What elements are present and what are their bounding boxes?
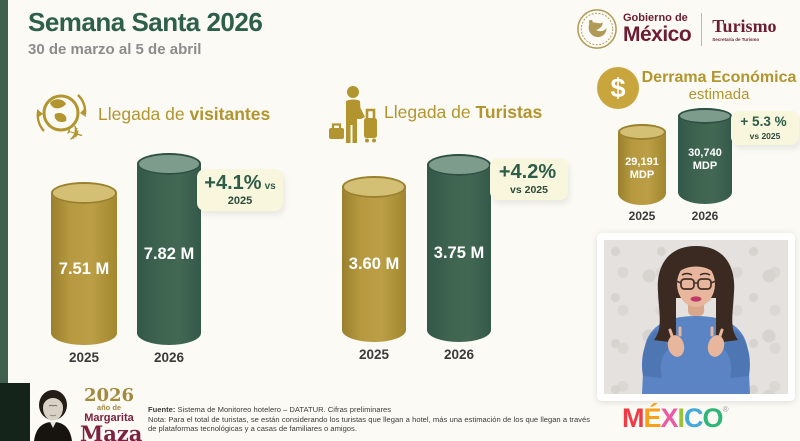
gobierno-line2: México bbox=[623, 23, 692, 46]
bar-value-label: 30,740 bbox=[688, 147, 722, 159]
change-percent: +4.1% bbox=[204, 172, 262, 194]
change-badge-turistas: +4.2% vs 2025 bbox=[490, 158, 568, 200]
mexico-letter: X bbox=[660, 403, 679, 433]
svg-text:$: $ bbox=[610, 73, 625, 103]
source-text: Sistema de Monitoreo hotelero – DATATUR.… bbox=[175, 405, 392, 414]
section-title-derrama: Derrama Económica estimada bbox=[640, 69, 798, 103]
source-label: Fuente: bbox=[148, 405, 176, 414]
bar-value-label: 7.51 M bbox=[58, 259, 110, 278]
bar-derrama-2026: 30,740 MDP bbox=[678, 108, 732, 204]
change-badge-visitantes: +4.1% vs 2025 bbox=[197, 169, 283, 211]
mexico-letter: M bbox=[622, 403, 644, 433]
margarita-name-line1: Margarita bbox=[84, 412, 134, 424]
bar-value-label: 7.82 M bbox=[143, 245, 195, 263]
axis-year-label: 2026 bbox=[443, 347, 475, 362]
bar-turistas-2025: 3.60 M bbox=[342, 176, 406, 342]
bar-turistas-2026: 3.75 M bbox=[427, 154, 491, 342]
section-title-prefix: Llegada de bbox=[98, 104, 190, 124]
bar-unit-label: MDP bbox=[629, 168, 655, 181]
section-title-visitantes: Llegada de visitantes bbox=[98, 104, 270, 125]
axis-year-label: 2025 bbox=[628, 209, 656, 223]
margarita-year: 2026 bbox=[83, 385, 135, 406]
change-vs-year: vs 2025 bbox=[749, 131, 781, 141]
change-percent: +4.2% bbox=[498, 161, 557, 183]
margarita-tagline: año de bbox=[96, 403, 122, 412]
turismo-label: Turismo bbox=[712, 15, 777, 36]
corner-accent-block bbox=[0, 383, 30, 441]
sign-language-interpreter-video bbox=[597, 233, 795, 401]
svg-text:✈: ✈ bbox=[63, 121, 87, 146]
mexico-letter: O bbox=[702, 403, 724, 433]
change-vs-year: 2025 bbox=[227, 195, 253, 207]
bar-value-label: 3.60 M bbox=[348, 255, 400, 273]
bar-value-label: 3.75 M bbox=[433, 244, 485, 262]
source-note: Fuente: Sistema de Monitoreo hotelero – … bbox=[148, 405, 590, 434]
margarita-name-line2: Maza bbox=[80, 421, 143, 441]
section-title-em: visitantes bbox=[189, 104, 271, 124]
header: Semana Santa 2026 30 de marzo al 5 de ab… bbox=[28, 7, 263, 58]
change-percent: + 5.3 % bbox=[740, 114, 787, 129]
interpreter-photo bbox=[604, 240, 788, 394]
gobierno-mexico-logo: Gobierno de México Turismo Secretaría de… bbox=[576, 8, 777, 50]
change-badge-derrama: + 5.3 % vs 2025 bbox=[731, 111, 799, 145]
axis-year-label: 2026 bbox=[691, 209, 719, 223]
date-range: 30 de marzo al 5 de abril bbox=[28, 41, 202, 58]
dollar-icon: $ bbox=[597, 67, 639, 109]
axis-year-label: 2025 bbox=[68, 350, 100, 365]
bar-value-label: 29,191 bbox=[625, 155, 659, 168]
interpreter-illustration bbox=[642, 246, 750, 394]
note-text: Nota: Para el total de turistas, se está… bbox=[148, 414, 590, 434]
turismo-wordmark: Turismo Secretaría de Turismo bbox=[712, 17, 776, 42]
tourist-luggage-icon bbox=[329, 86, 377, 143]
bar-visitantes-2025: 7.51 M bbox=[51, 182, 117, 345]
bar-unit-label: MDP bbox=[692, 160, 718, 172]
change-vs-year: vs 2025 bbox=[510, 184, 548, 196]
page-title: Semana Santa 2026 bbox=[28, 7, 263, 37]
gobierno-line1: Gobierno de bbox=[623, 12, 688, 24]
section-title-em: Derrama Económica bbox=[641, 69, 797, 86]
section-title-em: Turistas bbox=[475, 102, 543, 122]
registered-mark: ® bbox=[722, 405, 729, 414]
mexico-letter: É bbox=[643, 403, 662, 433]
mexico-wordmark: M É X I C O ® bbox=[622, 403, 728, 434]
bar-derrama-2025: 29,191 MDP bbox=[618, 124, 666, 205]
margarita-portrait-image bbox=[34, 390, 72, 441]
mexico-letter: I bbox=[677, 403, 685, 433]
section-title-prefix: Llegada de bbox=[384, 102, 476, 122]
logo-divider bbox=[701, 12, 703, 46]
bar-visitantes-2026: 7.82 M bbox=[137, 153, 201, 345]
turismo-sublabel: Secretaría de Turismo bbox=[712, 36, 760, 42]
margarita-maza-banner: 2026 año de Margarita Maza bbox=[80, 385, 143, 441]
section-title-turistas: Llegada de Turistas bbox=[384, 102, 542, 123]
globe-plane-icon: ✈ bbox=[36, 94, 87, 146]
gobierno-seal-icon bbox=[577, 9, 617, 49]
axis-year-label: 2025 bbox=[358, 347, 390, 362]
left-edge-accent-bar bbox=[0, 0, 8, 441]
change-vs: vs bbox=[264, 181, 276, 192]
gobierno-wordmark: Gobierno de México bbox=[623, 12, 692, 46]
section-title-sub: estimada bbox=[688, 86, 750, 103]
mexico-letter: C bbox=[684, 403, 703, 433]
axis-year-label: 2026 bbox=[153, 350, 185, 365]
